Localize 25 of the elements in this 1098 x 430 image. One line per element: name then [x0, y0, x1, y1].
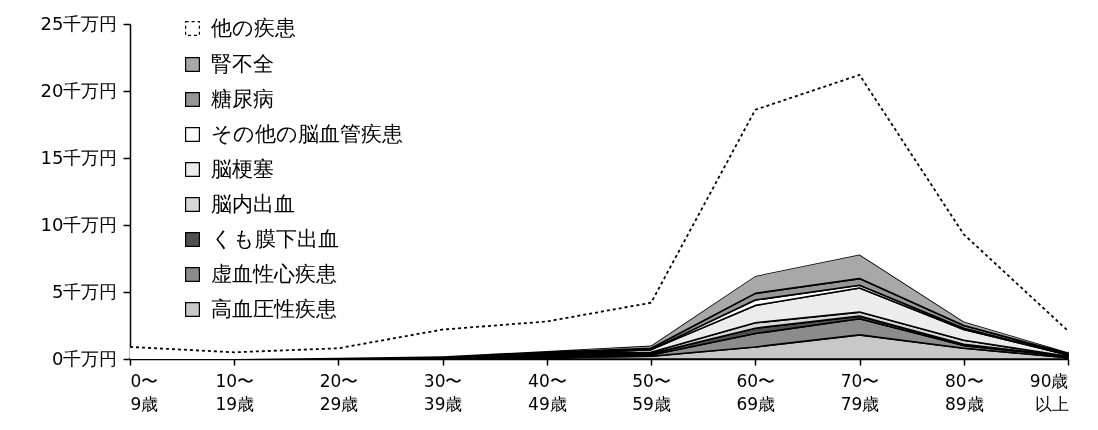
legend-label: その他の脳血管疾患 [211, 121, 403, 146]
y-tick-label: 5千万円 [52, 280, 118, 302]
x-tick-label: 50〜59歳 [632, 370, 671, 414]
legend-label: くも膜下出血 [211, 226, 339, 251]
x-tick-label: 30〜39歳 [423, 370, 463, 414]
legend-label: 腎不全 [211, 51, 274, 76]
x-tick-label: 20〜29歳 [319, 370, 359, 414]
x-tick-label: 80〜89歳 [944, 370, 984, 414]
y-tick-label: 0千万円 [52, 347, 118, 369]
x-tick-label: 0〜9歳 [130, 370, 159, 414]
legend-label: 脳梗塞 [211, 156, 274, 181]
legend-label: 糖尿病 [211, 86, 274, 111]
y-tick-label: 10千万円 [40, 213, 118, 235]
x-tick-label: 40〜49歳 [528, 370, 567, 414]
legend-label: 脳内出血 [211, 191, 295, 216]
x-tick-label: 10〜19歳 [215, 370, 255, 414]
legend-label: 虚血性心疾患 [211, 261, 337, 286]
legend-label: 高血圧性疾患 [211, 296, 337, 321]
legend-label: 他の疾患 [211, 15, 296, 40]
x-tick-label: 90歳以上 [1029, 370, 1069, 414]
y-tick-label: 20千万円 [40, 79, 118, 101]
x-tick-label: 60〜69歳 [736, 370, 776, 414]
x-tick-label: 70〜79歳 [840, 370, 880, 414]
y-tick-label: 25千万円 [40, 12, 118, 34]
y-tick-label: 15千万円 [40, 146, 118, 168]
